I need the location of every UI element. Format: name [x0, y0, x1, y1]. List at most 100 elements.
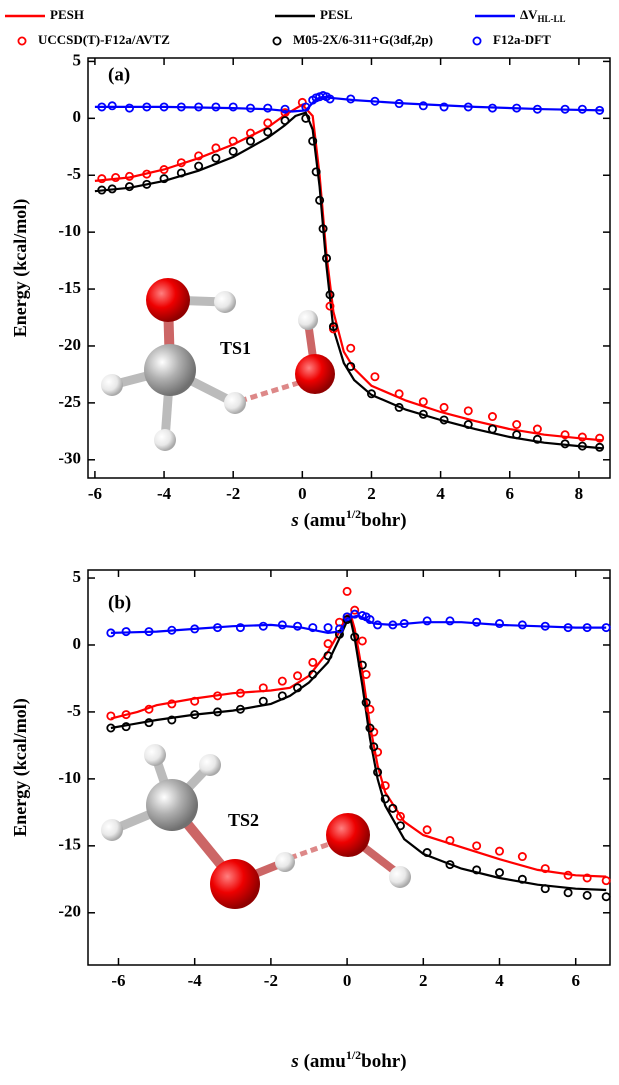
series-marker [422, 825, 432, 835]
legend-label-text: F12a-DFT [493, 32, 551, 47]
series-marker [373, 767, 383, 777]
series-line [94, 111, 604, 450]
series-marker [399, 619, 409, 629]
series-marker [439, 102, 449, 112]
x-tick-label: 4 [436, 484, 445, 503]
series-marker [395, 821, 405, 831]
series-marker [517, 874, 527, 884]
legend-marker [17, 36, 27, 46]
series-marker [601, 876, 611, 886]
series-marker [323, 623, 333, 633]
series-marker [495, 846, 505, 856]
series-marker [106, 711, 116, 721]
series-marker [325, 94, 335, 104]
series-marker [107, 101, 117, 111]
x-axis-label-part: bohr) [361, 1051, 406, 1072]
y-tick-label: -5 [67, 164, 81, 183]
series-marker [365, 615, 375, 625]
x-tick-label: -2 [264, 971, 278, 990]
series-marker [167, 625, 177, 635]
y-tick-label: 5 [73, 567, 82, 586]
series-marker [323, 639, 333, 649]
series-marker [361, 698, 371, 708]
series-marker [194, 102, 204, 112]
series-marker [357, 660, 367, 670]
series-marker [577, 104, 587, 114]
series-marker [107, 184, 117, 194]
series-marker [369, 742, 379, 752]
y-tick-label: -25 [58, 392, 81, 411]
series-marker [388, 803, 398, 813]
series-marker [142, 179, 152, 189]
y-axis-label: Energy (kcal/mol) [10, 199, 31, 337]
series-marker [263, 118, 273, 128]
x-axis-label-part: 1/2 [346, 1048, 361, 1062]
series-marker [563, 623, 573, 633]
series-marker [346, 343, 356, 353]
series-marker [228, 146, 238, 156]
series-marker [235, 704, 245, 714]
series-marker [365, 704, 375, 714]
legend-label-text: ΔV [520, 7, 538, 22]
series-marker [159, 102, 169, 112]
legend-marker [472, 36, 482, 46]
molecule-ts1 [101, 278, 335, 451]
series-marker [495, 868, 505, 878]
series-marker [194, 151, 204, 161]
series-marker [595, 105, 605, 115]
series-marker [463, 420, 473, 430]
series-marker [124, 171, 134, 181]
legend-label-text: M05-2X/6-311+G(3df,2p) [293, 32, 433, 47]
series-marker [601, 623, 611, 633]
x-tick-label: 2 [419, 971, 428, 990]
panel-label: (b) [108, 592, 131, 613]
series-marker [235, 623, 245, 633]
series-marker [121, 627, 131, 637]
series-marker [106, 723, 116, 733]
x-tick-label: -6 [88, 484, 102, 503]
plot-frame [87, 57, 611, 479]
y-tick-label: -15 [58, 278, 81, 297]
series-marker [293, 671, 303, 681]
series-marker [601, 892, 611, 902]
x-axis-label: s (amu1/2bohr) [290, 507, 406, 532]
series-marker [235, 688, 245, 698]
series-marker [280, 116, 290, 126]
panel-label: (a) [108, 64, 130, 85]
series-marker [517, 852, 527, 862]
series-marker [308, 669, 318, 679]
series-marker [370, 96, 380, 106]
series-marker [97, 185, 107, 195]
x-axis-label-part: s [290, 510, 298, 531]
x-axis-label-part: 1/2 [346, 507, 361, 521]
annotation: TS1 [220, 338, 251, 358]
x-tick-label: 2 [367, 484, 376, 503]
series-marker [540, 621, 550, 631]
legend-label-text: PESL [320, 7, 353, 22]
annotation: TS2 [228, 810, 259, 830]
series-marker [142, 169, 152, 179]
series-marker [540, 884, 550, 894]
legend-label-text: PESH [50, 7, 84, 22]
series-marker [595, 442, 605, 452]
series-marker [373, 620, 383, 630]
series-marker [315, 195, 325, 205]
series-marker [213, 623, 223, 633]
series-marker [318, 224, 328, 234]
series-marker [560, 430, 570, 440]
series-marker [334, 629, 344, 639]
series-marker [350, 605, 360, 615]
series-marker [361, 669, 371, 679]
series-marker [370, 372, 380, 382]
series-marker [280, 104, 290, 114]
series-marker [560, 104, 570, 114]
series-marker [346, 361, 356, 371]
series-marker [495, 619, 505, 629]
series-marker [487, 412, 497, 422]
x-axis-label-part: s [290, 1051, 298, 1072]
y-tick-label: -5 [67, 701, 81, 720]
series-marker [159, 165, 169, 175]
legend-label: PESH [50, 7, 84, 22]
